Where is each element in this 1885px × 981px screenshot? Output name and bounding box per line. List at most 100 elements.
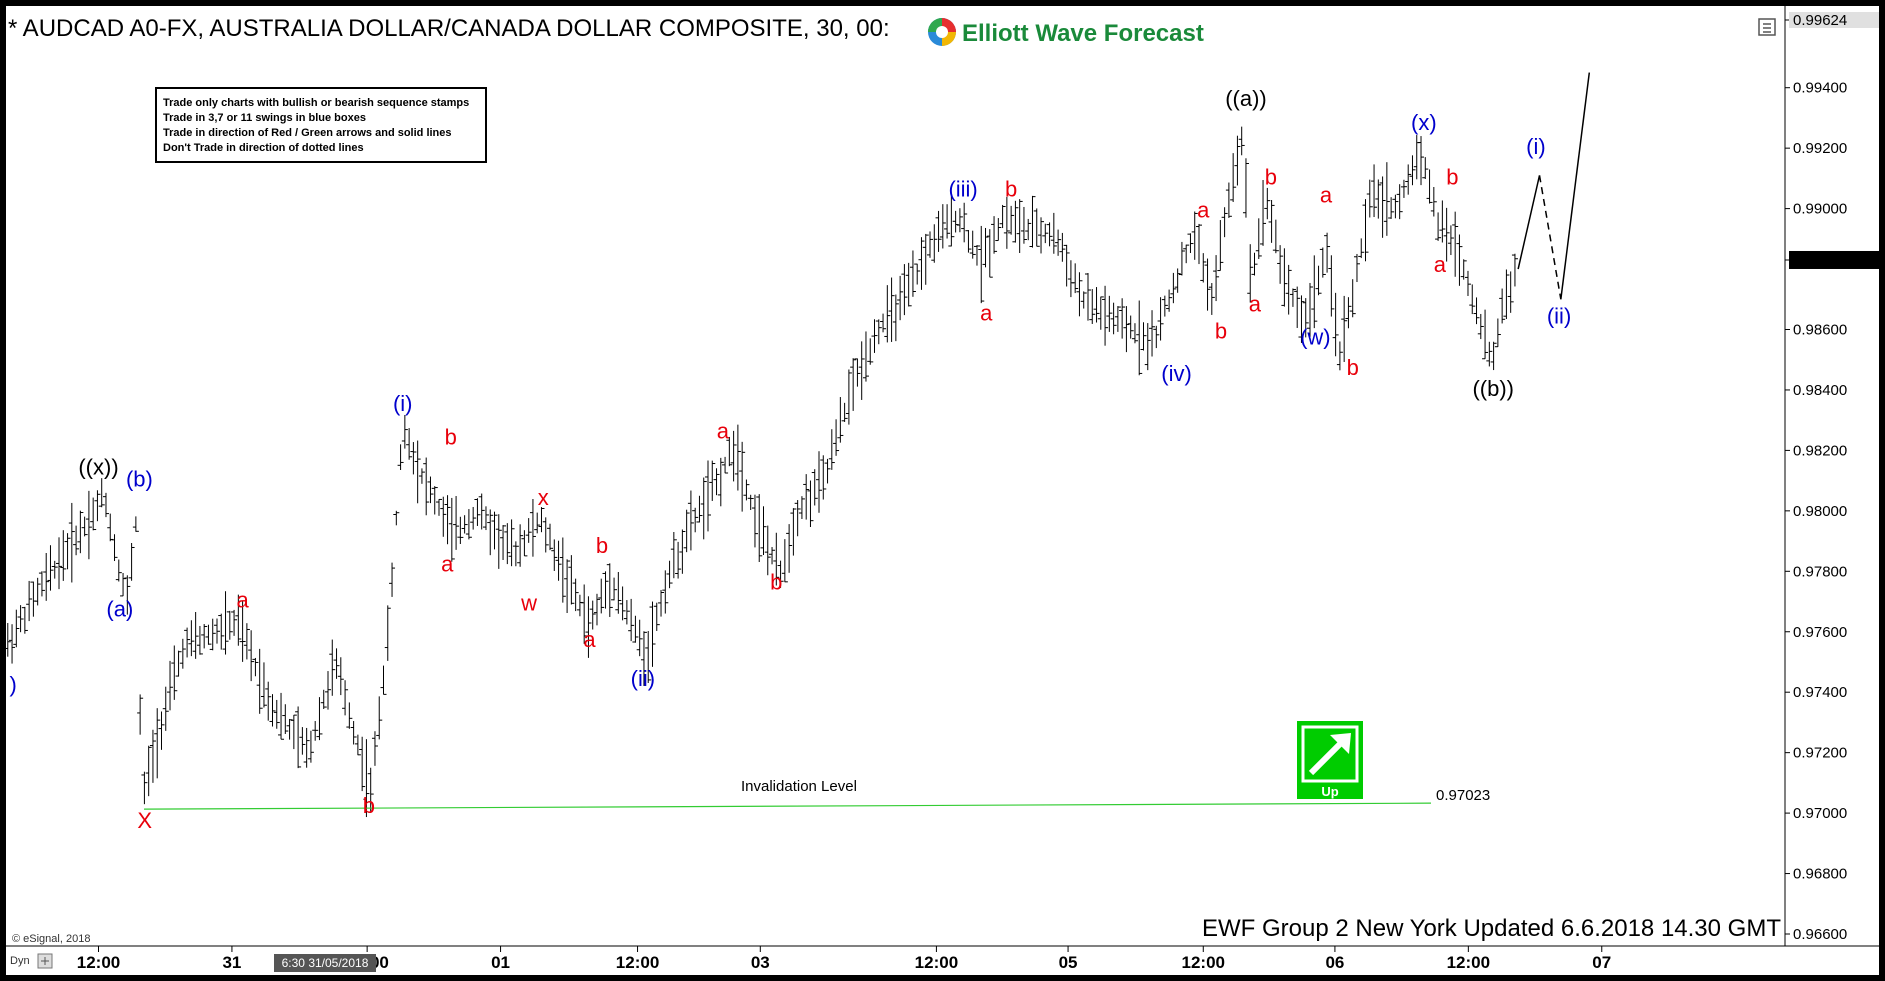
- wave-label: (ii): [1547, 303, 1571, 328]
- x-tick-label: 12:00: [616, 953, 659, 972]
- x-tick-label: 06: [1325, 953, 1344, 972]
- rule-1: Trade only charts with bullish or bearis…: [163, 97, 469, 109]
- wave-label: b: [445, 424, 457, 449]
- y-tick-label: 0.97200: [1793, 745, 1847, 762]
- chart-plot-area[interactable]: 0.99624 0.99400 0.99200 0.99000 0.98830 0.986…: [6, 6, 1879, 975]
- wave-label: X: [137, 808, 152, 833]
- updated-stamp: EWF Group 2 New York Updated 6.6.2018 14…: [1202, 915, 1781, 942]
- y-tick-label: 0.99200: [1793, 140, 1847, 157]
- wave-label: x: [538, 485, 549, 510]
- chart-menu-icon[interactable]: [1758, 18, 1776, 36]
- x-tick-label: 03: [751, 953, 770, 972]
- projection-segment: [1560, 72, 1591, 300]
- rule-3: Trade in direction of Red / Green arrows…: [163, 127, 452, 139]
- x-tick-label: 01: [491, 953, 510, 972]
- wave-label: b: [1215, 319, 1227, 344]
- wave-label: (w): [1300, 325, 1331, 350]
- brand-name: Elliott Wave Forecast: [962, 20, 1204, 47]
- wave-label: b: [770, 569, 782, 594]
- wave-label: (a): [106, 597, 133, 622]
- wave-label: a: [236, 588, 249, 613]
- y-tick-label: 0.99000: [1793, 201, 1847, 218]
- wave-label: (b): [126, 467, 153, 492]
- wave-label: ((b)): [1472, 376, 1514, 401]
- invalidation-value: 0.97023: [1436, 787, 1490, 804]
- x-tick-label: 05: [1059, 953, 1078, 972]
- wave-label: b: [1265, 164, 1277, 189]
- y-tick-label: 0.99624: [1793, 12, 1847, 29]
- up-arrow-icon: [1308, 733, 1351, 776]
- wave-label: (i): [1526, 134, 1546, 159]
- price-bars: [6, 126, 1518, 818]
- up-stamp-inner: [1301, 725, 1359, 783]
- y-tick-label: 0.97600: [1793, 624, 1847, 641]
- y-tick-label: 0.97400: [1793, 684, 1847, 701]
- y-tick-label: 0.99400: [1793, 80, 1847, 97]
- wave-label: a: [980, 300, 993, 325]
- invalidation-level: Invalidation Level 0.97023: [143, 778, 1490, 810]
- wave-label: a: [1249, 291, 1262, 316]
- wave-label: a: [717, 418, 730, 443]
- rule-4: Don't Trade in direction of dotted lines: [163, 142, 364, 154]
- wave-label: ): [9, 672, 16, 697]
- wave-label: ((a)): [1225, 86, 1267, 111]
- y-tick-label: 0.98830: [1793, 252, 1847, 269]
- crosshair-time: 6:30 31/05/2018: [282, 956, 369, 970]
- last-price-box: [1789, 250, 1879, 269]
- wave-label: (ii): [631, 666, 655, 691]
- wave-label: (iii): [948, 177, 977, 202]
- y-tick-label: 0.97800: [1793, 563, 1847, 580]
- axis-layer: 0.99624 0.99400 0.99200 0.99000 0.98830 0.986…: [6, 6, 1879, 972]
- wave-label: b: [1446, 164, 1458, 189]
- copyright-text: © eSignal, 2018: [12, 933, 90, 945]
- wave-label: b: [596, 533, 608, 558]
- y-tick-label: 0.98000: [1793, 503, 1847, 520]
- ewf-logo-icon: [928, 18, 956, 46]
- x-tick-label: 12:00: [1182, 953, 1225, 972]
- brand-logo: Elliott Wave Forecast: [921, 14, 1221, 50]
- chart-settings-icon[interactable]: [37, 953, 53, 969]
- projection-segment: [1517, 175, 1541, 270]
- wave-label: a: [1434, 252, 1447, 277]
- y-tick-label: 0.98200: [1793, 442, 1847, 459]
- up-stamp: Up: [1297, 721, 1363, 799]
- y-tick-label: 0.98600: [1793, 322, 1847, 339]
- wave-label: a: [441, 551, 454, 576]
- x-tick-label: 12:00: [915, 953, 958, 972]
- wave-label: (i): [393, 391, 413, 416]
- rules-border: [155, 87, 487, 163]
- projection-path: [1517, 72, 1591, 300]
- wave-label: w: [520, 591, 537, 616]
- wave-label: b: [1005, 177, 1017, 202]
- price-chart[interactable]: 0.99624 0.99400 0.99200 0.99000 0.98830 0.986…: [6, 6, 1879, 975]
- wave-label: (x): [1411, 110, 1437, 135]
- y-tick-label: 0.97000: [1793, 805, 1847, 822]
- x-tick-label: 12:00: [1447, 953, 1490, 972]
- projection-segment: [1538, 175, 1562, 300]
- invalidation-line: [143, 802, 1432, 810]
- x-tick-label: 07: [1592, 953, 1611, 972]
- dyn-label[interactable]: Dyn: [10, 955, 30, 967]
- rule-2: Trade in 3,7 or 11 swings in blue boxes: [163, 112, 366, 124]
- x-tick-label: 31: [222, 953, 241, 972]
- logo-background: [921, 14, 1221, 50]
- wave-label: a: [1320, 183, 1333, 208]
- x-tick-label: 12:00: [77, 953, 120, 972]
- chart-title: * AUDCAD A0-FX, AUSTRALIA DOLLAR/CANADA …: [8, 15, 890, 42]
- wave-label: a: [1197, 198, 1210, 223]
- wave-label: b: [1347, 355, 1359, 380]
- wave-label: a: [583, 627, 596, 652]
- trading-rules-box: Trade only charts with bullish or bearis…: [155, 87, 487, 163]
- wave-label: b: [363, 793, 375, 818]
- up-stamp-label: Up: [1321, 784, 1338, 799]
- up-stamp-box: [1297, 721, 1363, 799]
- y-tick-label: 0.98400: [1793, 382, 1847, 399]
- invalidation-label: Invalidation Level: [741, 778, 857, 795]
- y-tick-label: 0.96800: [1793, 866, 1847, 883]
- top-price-box: [1789, 12, 1879, 28]
- crosshair-time-readout: 6:30 31/05/2018: [274, 954, 376, 972]
- wave-label: (iv): [1161, 361, 1192, 386]
- wave-label: ((x)): [78, 455, 118, 480]
